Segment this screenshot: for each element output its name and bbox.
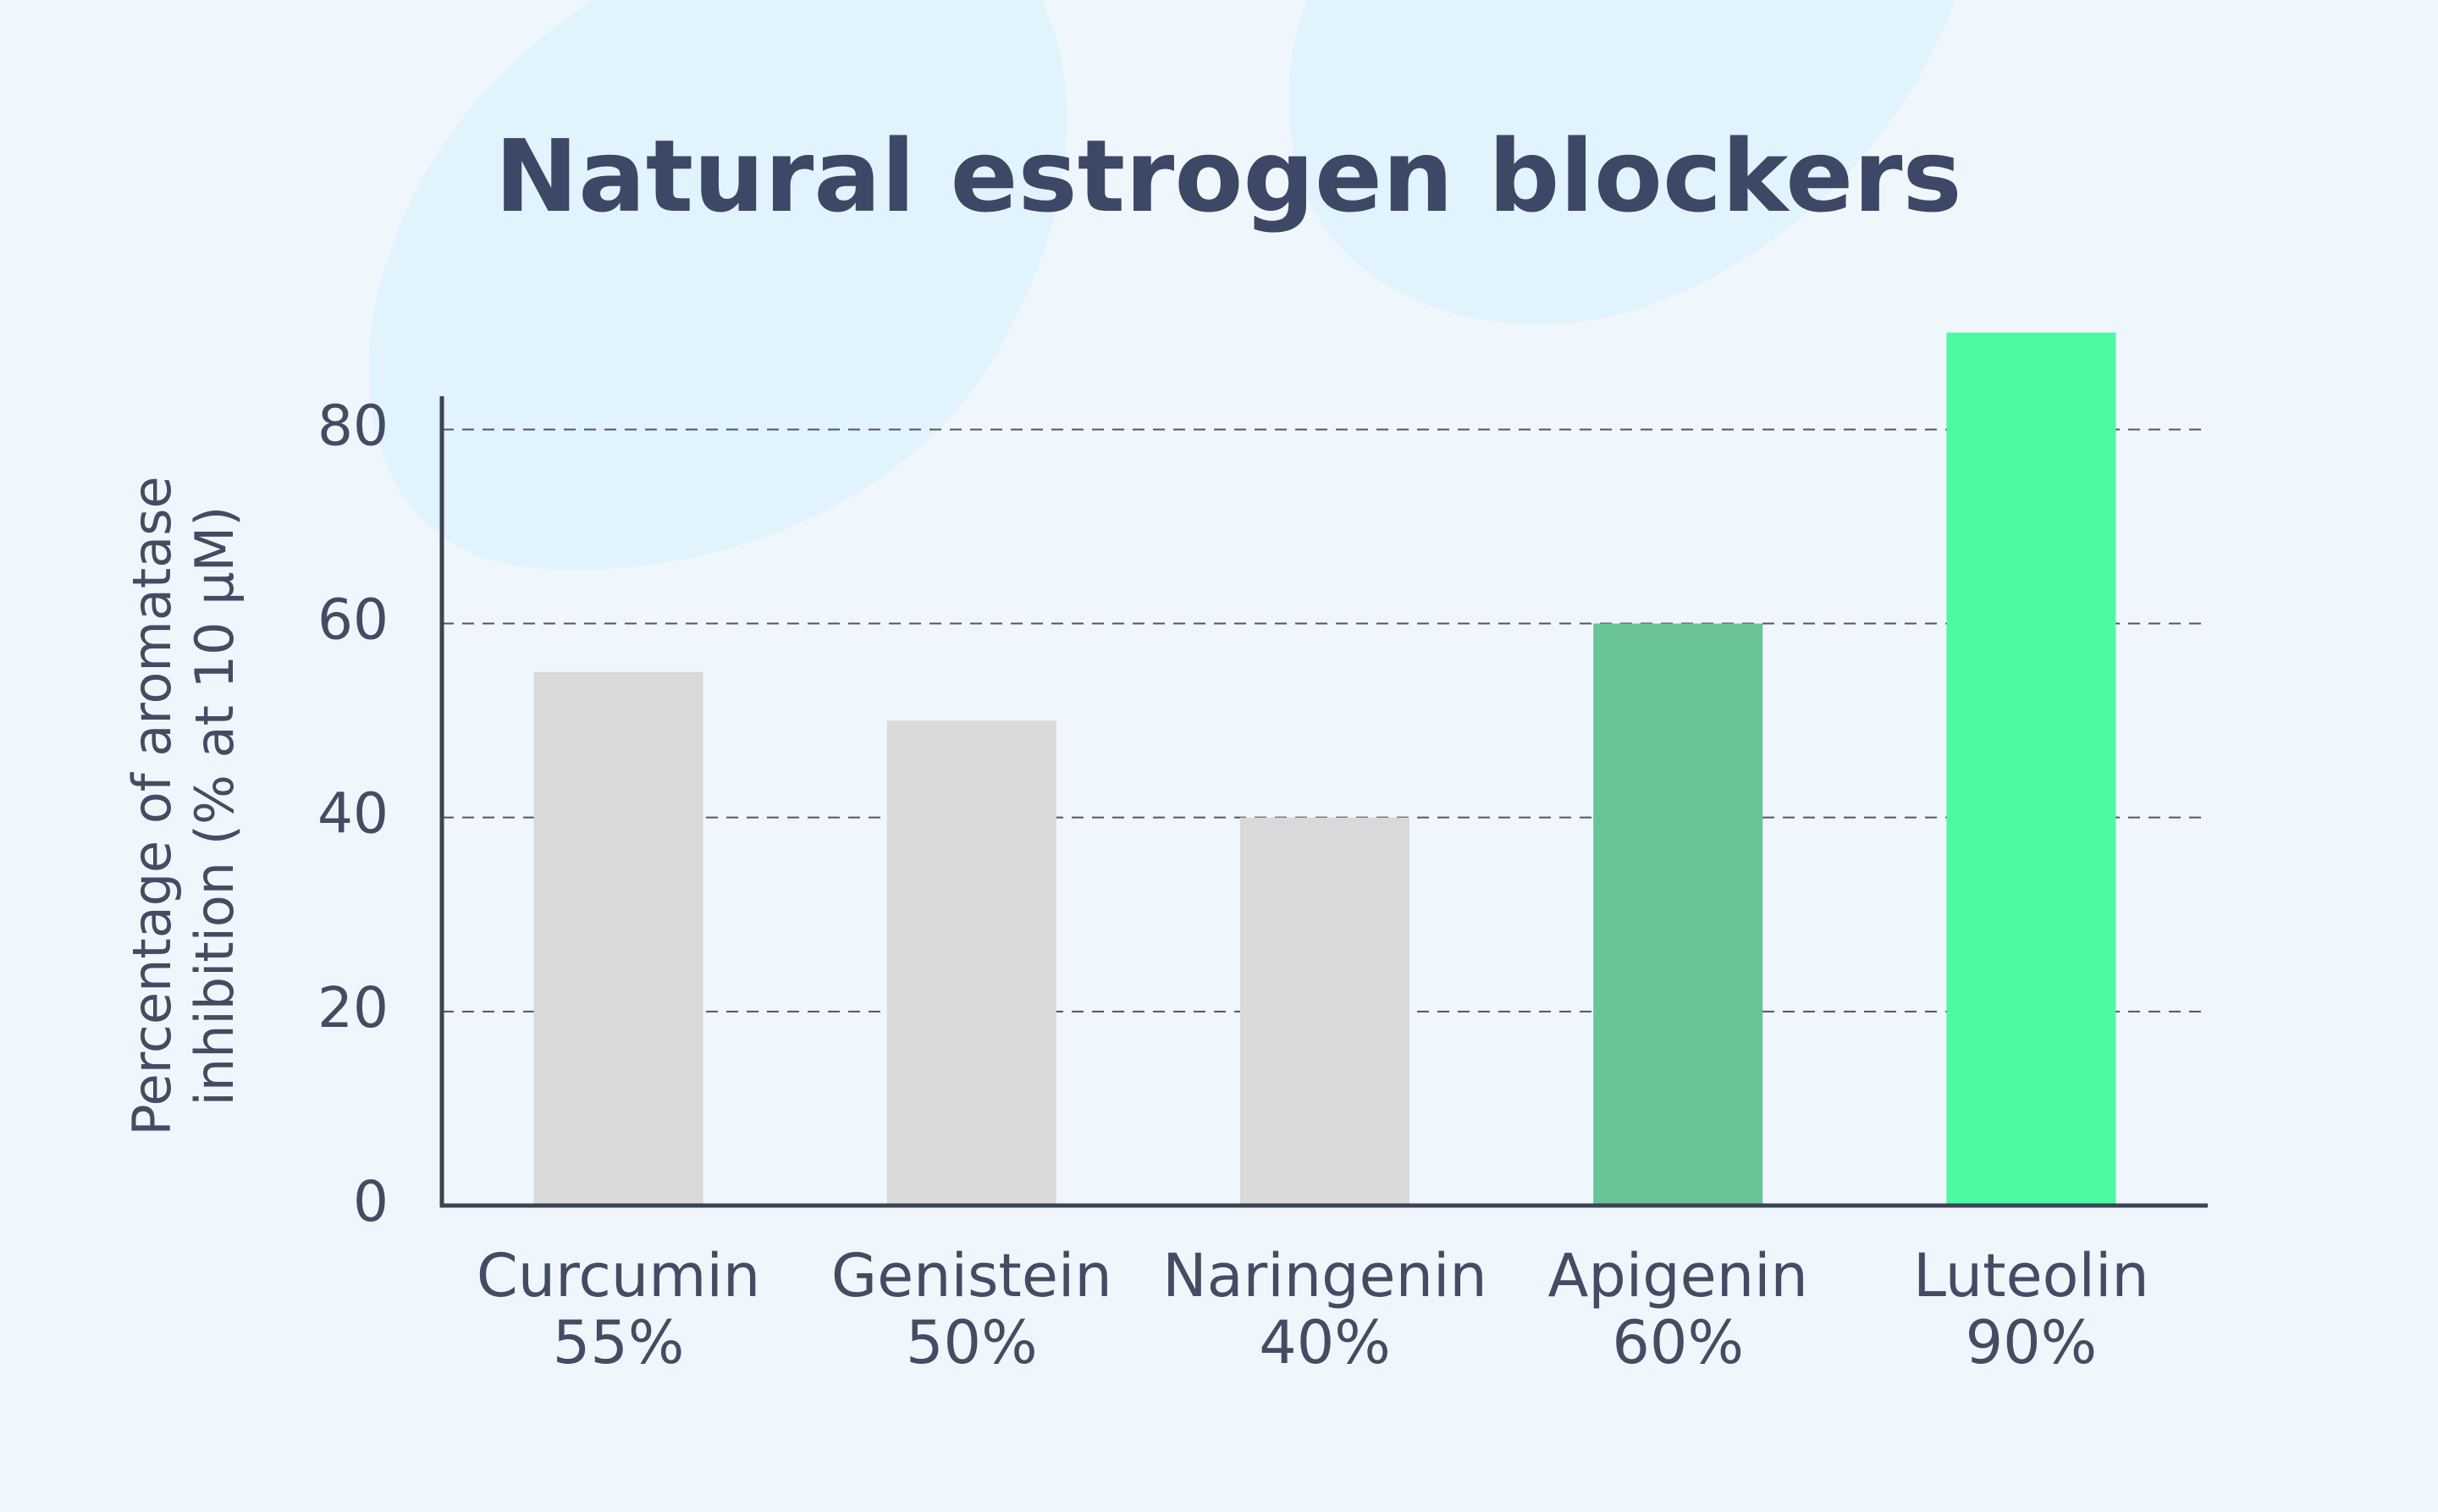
value-label: 55%: [553, 1308, 685, 1377]
blob: [368, 0, 1067, 571]
bar: [1240, 817, 1409, 1206]
y-tick-label: 80: [317, 393, 389, 458]
y-tick-label: 20: [317, 975, 389, 1040]
bar: [886, 720, 1056, 1206]
value-label: 60%: [1612, 1308, 1744, 1377]
y-tick-label: 0: [353, 1169, 389, 1234]
bar: [533, 671, 703, 1206]
y-axis-label: Percentage of aromatase inhibition (% at…: [121, 476, 245, 1135]
x-tick-label: Curcumin: [477, 1241, 760, 1311]
x-tick-label: Luteolin: [1913, 1241, 2149, 1311]
x-tick-label: Genistein: [831, 1241, 1112, 1311]
y-tick-label: 40: [317, 781, 389, 847]
x-tick-label: Naringenin: [1162, 1241, 1487, 1311]
x-tick-label: Apigenin: [1547, 1241, 1807, 1311]
y-axis-label-line: Percentage of aromatase: [121, 476, 183, 1135]
y-axis-label-line: inhibition (% at 10 μM): [184, 506, 245, 1106]
bar: [1946, 332, 2116, 1206]
blob: [1288, 0, 1955, 325]
bar: [1593, 623, 1763, 1206]
y-tick-label: 60: [317, 588, 389, 653]
value-label: 40%: [1259, 1308, 1391, 1377]
chart-title: Natural estrogen blockers: [494, 118, 1961, 235]
value-label: 50%: [906, 1308, 1038, 1377]
value-label: 90%: [1966, 1308, 2098, 1377]
